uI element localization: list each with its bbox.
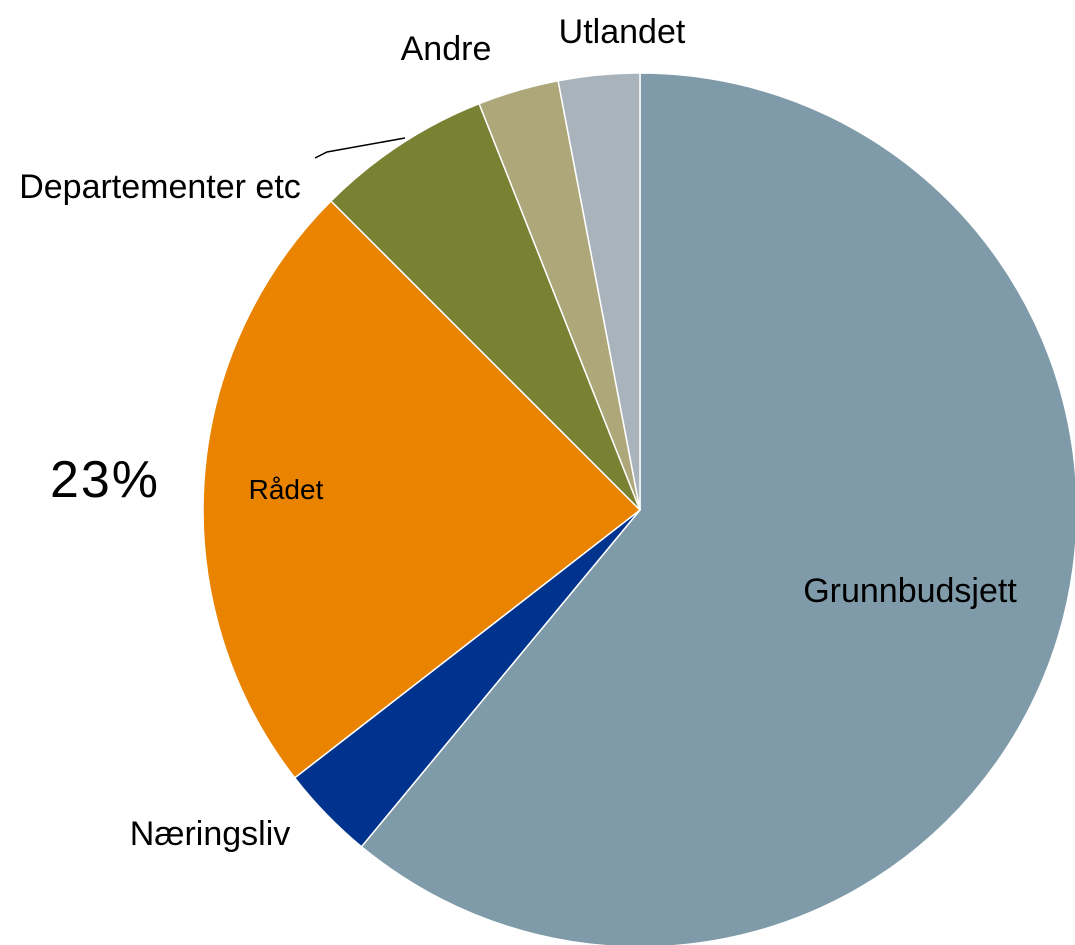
pie-slice: [202, 199, 642, 779]
slice-label: Rådet: [248, 474, 324, 506]
slice-label: Utlandet: [558, 13, 686, 52]
pie-slice: [329, 102, 641, 511]
slice-label: Andre: [400, 30, 492, 69]
leader-line: [314, 137, 406, 159]
slice-label: Departementer etc: [19, 168, 301, 207]
value-label: 23%: [49, 450, 161, 509]
slice-label: Grunnbudsjett: [803, 572, 1017, 611]
pie-slice: [557, 72, 641, 511]
slice-label: Næringsliv: [129, 815, 291, 854]
